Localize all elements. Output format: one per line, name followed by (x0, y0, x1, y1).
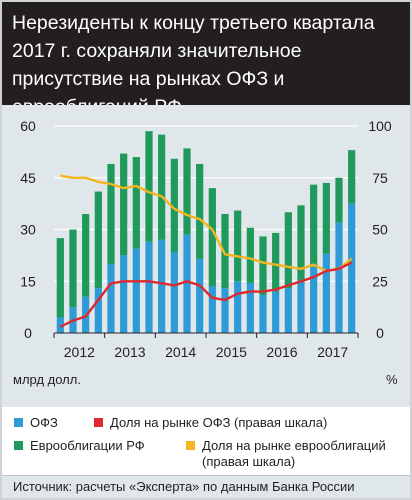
bar-eurobond (208, 188, 216, 287)
legend-label-ofz-share: Доля на рынке ОФЗ (правая шкала) (110, 415, 328, 430)
bar-eurobond (170, 158, 178, 252)
bar-ofz (348, 203, 356, 333)
legend-swatch-ofz (14, 418, 23, 427)
bar-eurobond (335, 177, 343, 223)
legend-label-eurobond: Еврооблигации РФ (30, 438, 145, 453)
x-tick-label: 2012 (64, 344, 95, 360)
bar-ofz (208, 286, 216, 333)
line-eurobond-share (60, 174, 353, 273)
bar-eurobond (234, 210, 242, 282)
left-axis-unit: млрд долл. (13, 372, 81, 387)
legend-item-eurobond-share: Доля на рынке еврооблигаций (правая шкал… (186, 438, 406, 470)
legend-item-ofz: ОФЗ (14, 415, 58, 431)
bar-eurobond (259, 236, 267, 296)
legend-swatch-eurobond (14, 441, 23, 450)
bar-eurobond (120, 153, 128, 256)
bar-ofz (335, 222, 343, 333)
legend: ОФЗ Доля на рынке ОФЗ (правая шкала) Евр… (2, 407, 410, 475)
bar-eurobond (284, 212, 292, 289)
right-tick-label: 75 (372, 170, 388, 186)
x-tick-label: 2014 (165, 344, 196, 360)
bar-eurobond (132, 157, 140, 249)
bar-ofz (107, 264, 115, 333)
left-tick-label: 30 (20, 222, 36, 238)
right-tick-label: 25 (372, 273, 388, 289)
legend-swatch-ofz-share (94, 418, 103, 427)
bar-eurobond (158, 134, 166, 240)
right-tick-label: 0 (376, 325, 384, 341)
bar-ofz (183, 234, 191, 333)
bar-eurobond (183, 148, 191, 235)
line-ofz-share (59, 261, 353, 328)
bar-ofz (221, 288, 229, 333)
bar-ofz (56, 317, 64, 333)
bar-ofz (284, 288, 292, 333)
bar-ofz (132, 248, 140, 333)
bar-eurobond (322, 182, 330, 254)
bar-ofz (196, 258, 204, 333)
bar-eurobond (82, 213, 90, 297)
bar-eurobond (246, 227, 254, 283)
left-tick-label: 45 (20, 170, 36, 186)
legend-item-eurobond: Еврооблигации РФ (14, 438, 145, 454)
bar-ofz (297, 279, 305, 333)
bar-ofz (170, 251, 178, 333)
right-axis-unit: % (386, 372, 398, 387)
bar-ofz (94, 288, 102, 333)
right-tick-label: 50 (372, 222, 388, 238)
bar-ofz (145, 241, 153, 333)
x-tick-label: 2016 (266, 344, 297, 360)
x-tick-label: 2015 (216, 344, 247, 360)
bar-ofz (272, 291, 280, 333)
legend-swatch-eurobond-share (186, 441, 195, 450)
bar-eurobond (94, 191, 102, 289)
bar-eurobond (348, 150, 356, 204)
left-tick-label: 15 (20, 273, 36, 289)
bar-eurobond (107, 163, 115, 264)
left-tick-label: 0 (24, 325, 32, 341)
bar-ofz (246, 282, 254, 333)
bar-eurobond (272, 232, 280, 292)
legend-label-eurobond-share: Доля на рынке еврооблигаций (правая шкал… (202, 438, 386, 469)
bar-ofz (158, 239, 166, 333)
legend-label-ofz: ОФЗ (30, 415, 58, 430)
left-tick-label: 60 (20, 118, 36, 134)
header: Нерезиденты к концу третьего квартала 20… (2, 2, 410, 118)
bar-eurobond (145, 131, 153, 242)
source-note: Источник: расчеты «Эксперта» по данным Б… (2, 475, 410, 498)
bar-eurobond (297, 205, 305, 280)
bar-ofz (259, 295, 267, 333)
right-tick-label: 100 (368, 118, 392, 134)
x-tick-label: 2017 (317, 344, 348, 360)
bar-ofz (322, 253, 330, 333)
legend-item-ofz-share: Доля на рынке ОФЗ (правая шкала) (94, 415, 327, 431)
bar-eurobond (196, 163, 204, 259)
bar-ofz (310, 265, 318, 333)
bar-eurobond (69, 229, 77, 308)
chart-svg: 0 15 30 45 60 0 25 50 75 100 2012 2013 2014 2015 2016 2… (20, 118, 392, 360)
bar-eurobond (221, 213, 229, 289)
bar-eurobond (310, 184, 318, 266)
bar-eurobond (56, 238, 64, 318)
bar-ofz (234, 281, 242, 333)
bar-ofz (120, 255, 128, 333)
x-tick-label: 2013 (114, 344, 145, 360)
